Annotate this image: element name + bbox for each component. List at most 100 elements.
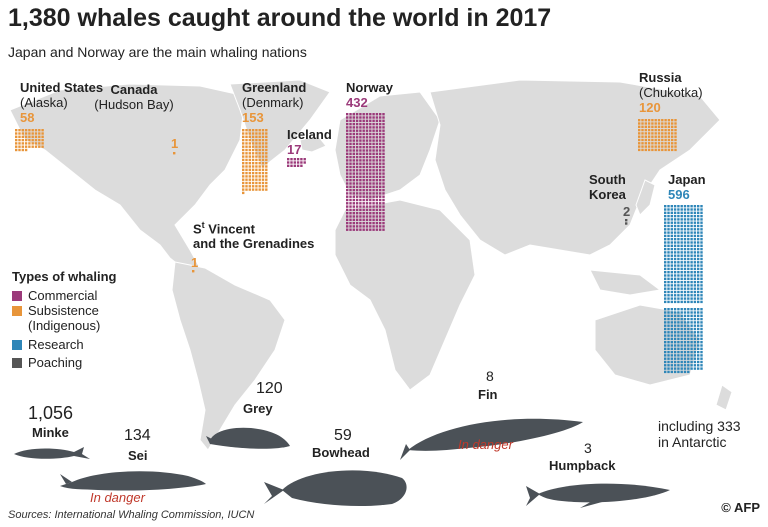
catch-dot (352, 208, 355, 212)
south-korea-name: South (589, 172, 626, 187)
catch-dot (346, 129, 349, 132)
catch-dot (664, 300, 667, 304)
catch-dot (24, 132, 28, 135)
catch-dot (647, 122, 651, 125)
catch-dot (362, 182, 365, 185)
catch-dot (352, 198, 355, 202)
catch-dot (697, 344, 700, 347)
catch-dot (687, 257, 690, 261)
sources-note: Sources: International Whaling Commissio… (8, 509, 255, 521)
catch-dot (673, 287, 677, 290)
catch-dot (670, 214, 673, 218)
catch-dot (690, 274, 693, 277)
catch-dot (651, 145, 654, 148)
catch-dot (673, 251, 677, 254)
catch-dot (346, 225, 349, 228)
catch-dot (359, 202, 362, 205)
catch-dot (697, 287, 700, 290)
russia-count: 120 (639, 100, 661, 115)
catch-dot (664, 267, 667, 271)
catch-dot (683, 314, 687, 317)
catch-dot (680, 254, 683, 257)
catch-dot (693, 264, 697, 267)
catch-dot (683, 251, 687, 254)
catch-dot (690, 231, 693, 234)
catch-dot (261, 142, 265, 145)
catch-dot (382, 142, 385, 146)
catch-dot (677, 264, 680, 267)
catch-dot (671, 122, 674, 125)
catch-dot (664, 264, 667, 267)
catch-dot (683, 224, 687, 228)
catch-dot (372, 146, 375, 149)
catch-dot (697, 211, 700, 214)
catch-dot (375, 212, 379, 215)
catch-dot (379, 119, 382, 122)
catch-dot (687, 347, 690, 350)
catch-dot (700, 337, 703, 341)
catch-dot (251, 142, 255, 145)
catch-dot (379, 172, 382, 175)
catch-dot (359, 195, 362, 198)
catch-dot (664, 317, 667, 321)
catch-dot (680, 337, 683, 341)
catch-dot (382, 146, 385, 149)
catch-dot (372, 188, 375, 192)
catch-dot (352, 165, 355, 169)
catch-dot (372, 136, 375, 139)
catch-dot (369, 159, 372, 162)
catch-dot (349, 169, 352, 172)
catch-dot (359, 152, 362, 155)
catch-dot (293, 161, 296, 164)
catch-dot (687, 357, 690, 360)
catch-dot (677, 347, 680, 350)
catch-dot (355, 165, 359, 169)
catch-dot (654, 119, 657, 122)
catch-dot (255, 158, 258, 162)
catch-dot (349, 185, 352, 188)
catch-dot (372, 162, 375, 165)
catch-dot (687, 254, 690, 257)
catch-dot (677, 218, 680, 221)
grey-whale-icon (206, 427, 290, 449)
catch-dot (346, 218, 349, 221)
catch-dot (671, 145, 674, 148)
catch-dot (670, 221, 673, 224)
catch-dot (700, 257, 703, 261)
japan-note-line2: in Antarctic (658, 434, 727, 450)
catch-dot (690, 350, 693, 354)
catch-dot (647, 128, 651, 132)
catch-dot (24, 129, 28, 132)
catch-dot (21, 145, 24, 148)
catch-dot (677, 360, 680, 364)
catch-dot (664, 294, 667, 297)
catch-dot (673, 224, 677, 228)
catch-dot (261, 132, 265, 135)
catch-dot (375, 162, 379, 165)
catch-dot (700, 311, 703, 314)
catch-dot (693, 341, 697, 344)
catch-dot (664, 135, 667, 138)
subsistence-swatch (12, 306, 22, 316)
catch-dot (34, 145, 38, 148)
catch-dot (687, 251, 690, 254)
catch-dot (700, 314, 703, 317)
catch-dot (349, 221, 352, 225)
catch-dot (245, 178, 248, 181)
catch-dot (670, 211, 673, 214)
catch-dot (667, 251, 670, 254)
catch-dot (670, 280, 673, 284)
catch-dot (369, 218, 372, 221)
catch-dot (680, 364, 683, 367)
catch-dot (670, 244, 673, 247)
commercial-swatch (12, 291, 22, 301)
catch-dot (265, 171, 268, 175)
catch-dot (697, 274, 700, 277)
russia-name: Russia (639, 70, 682, 85)
catch-dot (697, 261, 700, 264)
catch-dot (255, 178, 258, 181)
catch-dot (673, 257, 677, 261)
catch-dot (349, 225, 352, 228)
catch-dot (362, 218, 365, 221)
catch-dot (677, 311, 680, 314)
